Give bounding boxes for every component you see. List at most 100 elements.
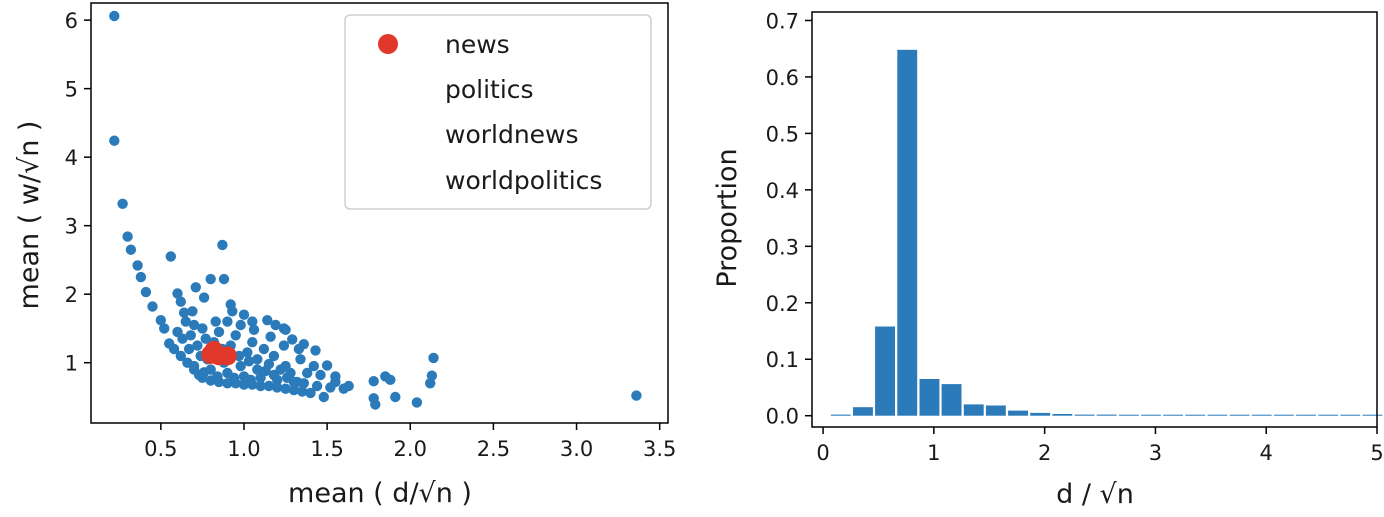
scatter-point xyxy=(248,324,260,335)
scatter-point xyxy=(390,391,401,403)
scatter-point xyxy=(272,374,283,385)
scatter-point xyxy=(293,343,305,355)
histogram-bar xyxy=(1185,414,1206,416)
scatter-point xyxy=(426,370,438,381)
scatter-point xyxy=(263,380,275,392)
scatter-point xyxy=(288,384,300,396)
scatter-point xyxy=(330,371,341,382)
scatter-point xyxy=(217,239,228,251)
histogram-panel: 0 1 2 3 4 5 0.0 0.1 0.2 0.3 0.4 0.5 0.6 0.7 d / √n Pr… xyxy=(712,9,1384,510)
scatter-point xyxy=(258,343,270,355)
scatter-point xyxy=(238,309,250,320)
scatter-x-tick-label: 2.0 xyxy=(394,437,427,461)
histogram-x-tick-label: 2 xyxy=(1038,441,1051,465)
histogram-x-tick-label: 3 xyxy=(1149,441,1162,465)
histogram-bar xyxy=(1251,414,1272,416)
histogram-bar xyxy=(1052,414,1073,416)
histogram-x-axis-label: d / √n xyxy=(1056,479,1134,510)
histogram-x-tick-label: 4 xyxy=(1260,441,1273,465)
scatter-point xyxy=(183,343,195,355)
scatter-y-tick-label: 6 xyxy=(65,9,78,33)
scatter-point xyxy=(140,286,152,298)
legend-box xyxy=(344,14,652,210)
histogram-bar xyxy=(1141,414,1161,416)
scatter-point xyxy=(242,347,253,358)
scatter-point xyxy=(235,319,246,331)
scatter-point xyxy=(185,330,196,341)
scatter-point xyxy=(200,333,211,344)
scatter-point-highlight xyxy=(217,346,237,366)
scatter-point xyxy=(192,340,203,351)
scatter-x-tick-label: 3.0 xyxy=(560,437,593,461)
legend-label-worldnews: worldnews xyxy=(445,120,579,149)
scatter-x-tick-label: 1.0 xyxy=(227,437,260,461)
scatter-point xyxy=(175,350,186,362)
scatter-point xyxy=(218,273,230,285)
scatter-y-tick-label: 2 xyxy=(65,283,78,307)
scatter-point xyxy=(155,315,166,326)
histogram-bar xyxy=(1362,414,1383,416)
histogram-bar xyxy=(1274,414,1294,416)
scatter-point xyxy=(428,352,439,364)
scatter-point xyxy=(168,343,180,355)
scatter-point xyxy=(147,301,158,312)
histogram-bar xyxy=(941,384,962,416)
legend-label-politics: politics xyxy=(445,75,534,104)
scatter-x-tick-label: 1.5 xyxy=(310,437,343,461)
scatter-point xyxy=(132,260,143,271)
scatter-point xyxy=(180,316,191,327)
scatter-x-tick-label: 0.5 xyxy=(144,437,177,461)
scatter-y-tick-label: 1 xyxy=(65,352,78,376)
scatter-point xyxy=(252,354,263,365)
scatter-point xyxy=(315,369,326,381)
scatter-point xyxy=(122,231,133,242)
scatter-point xyxy=(247,316,258,327)
histogram-x-tick-label: 0 xyxy=(816,441,829,465)
scatter-point xyxy=(287,334,298,345)
histogram-bar xyxy=(1030,412,1051,416)
scatter-point xyxy=(125,244,137,255)
scatter-point xyxy=(222,316,233,327)
scatter-x-tick-label: 3.5 xyxy=(643,437,676,461)
scatter-point xyxy=(370,399,381,410)
scatter-point xyxy=(262,315,273,326)
scatter-point xyxy=(302,367,313,379)
histogram-bar xyxy=(875,326,895,416)
scatter-point xyxy=(325,382,336,393)
scatter-point xyxy=(411,397,423,408)
scatter-point xyxy=(109,10,120,22)
scatter-point xyxy=(631,390,642,401)
scatter-point xyxy=(228,372,240,383)
scatter-point xyxy=(278,323,290,334)
scatter-point xyxy=(135,271,147,283)
scatter-point xyxy=(177,333,188,344)
histogram-bar xyxy=(919,379,940,416)
histogram-bar xyxy=(1096,414,1117,416)
legend-label-worldpolitics: worldpolitics xyxy=(445,166,602,195)
scatter-panel: 0.5 1.0 1.5 2.0 2.5 3.0 3.5 1 2 3 4 5 6 news politic… xyxy=(14,2,676,509)
scatter-point xyxy=(117,198,128,209)
histogram-x-tick-label: 5 xyxy=(1370,441,1383,465)
scatter-point xyxy=(308,360,319,372)
histogram-y-tick-label: 0.2 xyxy=(766,292,799,316)
scatter-point xyxy=(260,365,271,377)
legend-marker-news xyxy=(378,34,398,54)
scatter-point xyxy=(198,292,210,303)
histogram-x-tick-label: 1 xyxy=(927,441,940,465)
scatter-point xyxy=(227,306,238,317)
scatter-point xyxy=(205,273,216,285)
histogram-bar xyxy=(1207,414,1228,416)
scatter-y-tick-label: 5 xyxy=(65,78,78,102)
scatter-point xyxy=(272,382,283,393)
histogram-y-tick-label: 0.7 xyxy=(766,9,799,33)
legend-label-news: news xyxy=(445,30,510,59)
scatter-point xyxy=(318,391,329,403)
histogram-bar xyxy=(1074,414,1095,416)
histogram-bar xyxy=(1318,414,1339,416)
scatter-point xyxy=(212,371,223,382)
histogram-plot-frame xyxy=(811,11,1378,428)
scatter-point xyxy=(197,323,208,334)
scatter-point xyxy=(210,316,221,327)
scatter-point xyxy=(109,135,120,146)
